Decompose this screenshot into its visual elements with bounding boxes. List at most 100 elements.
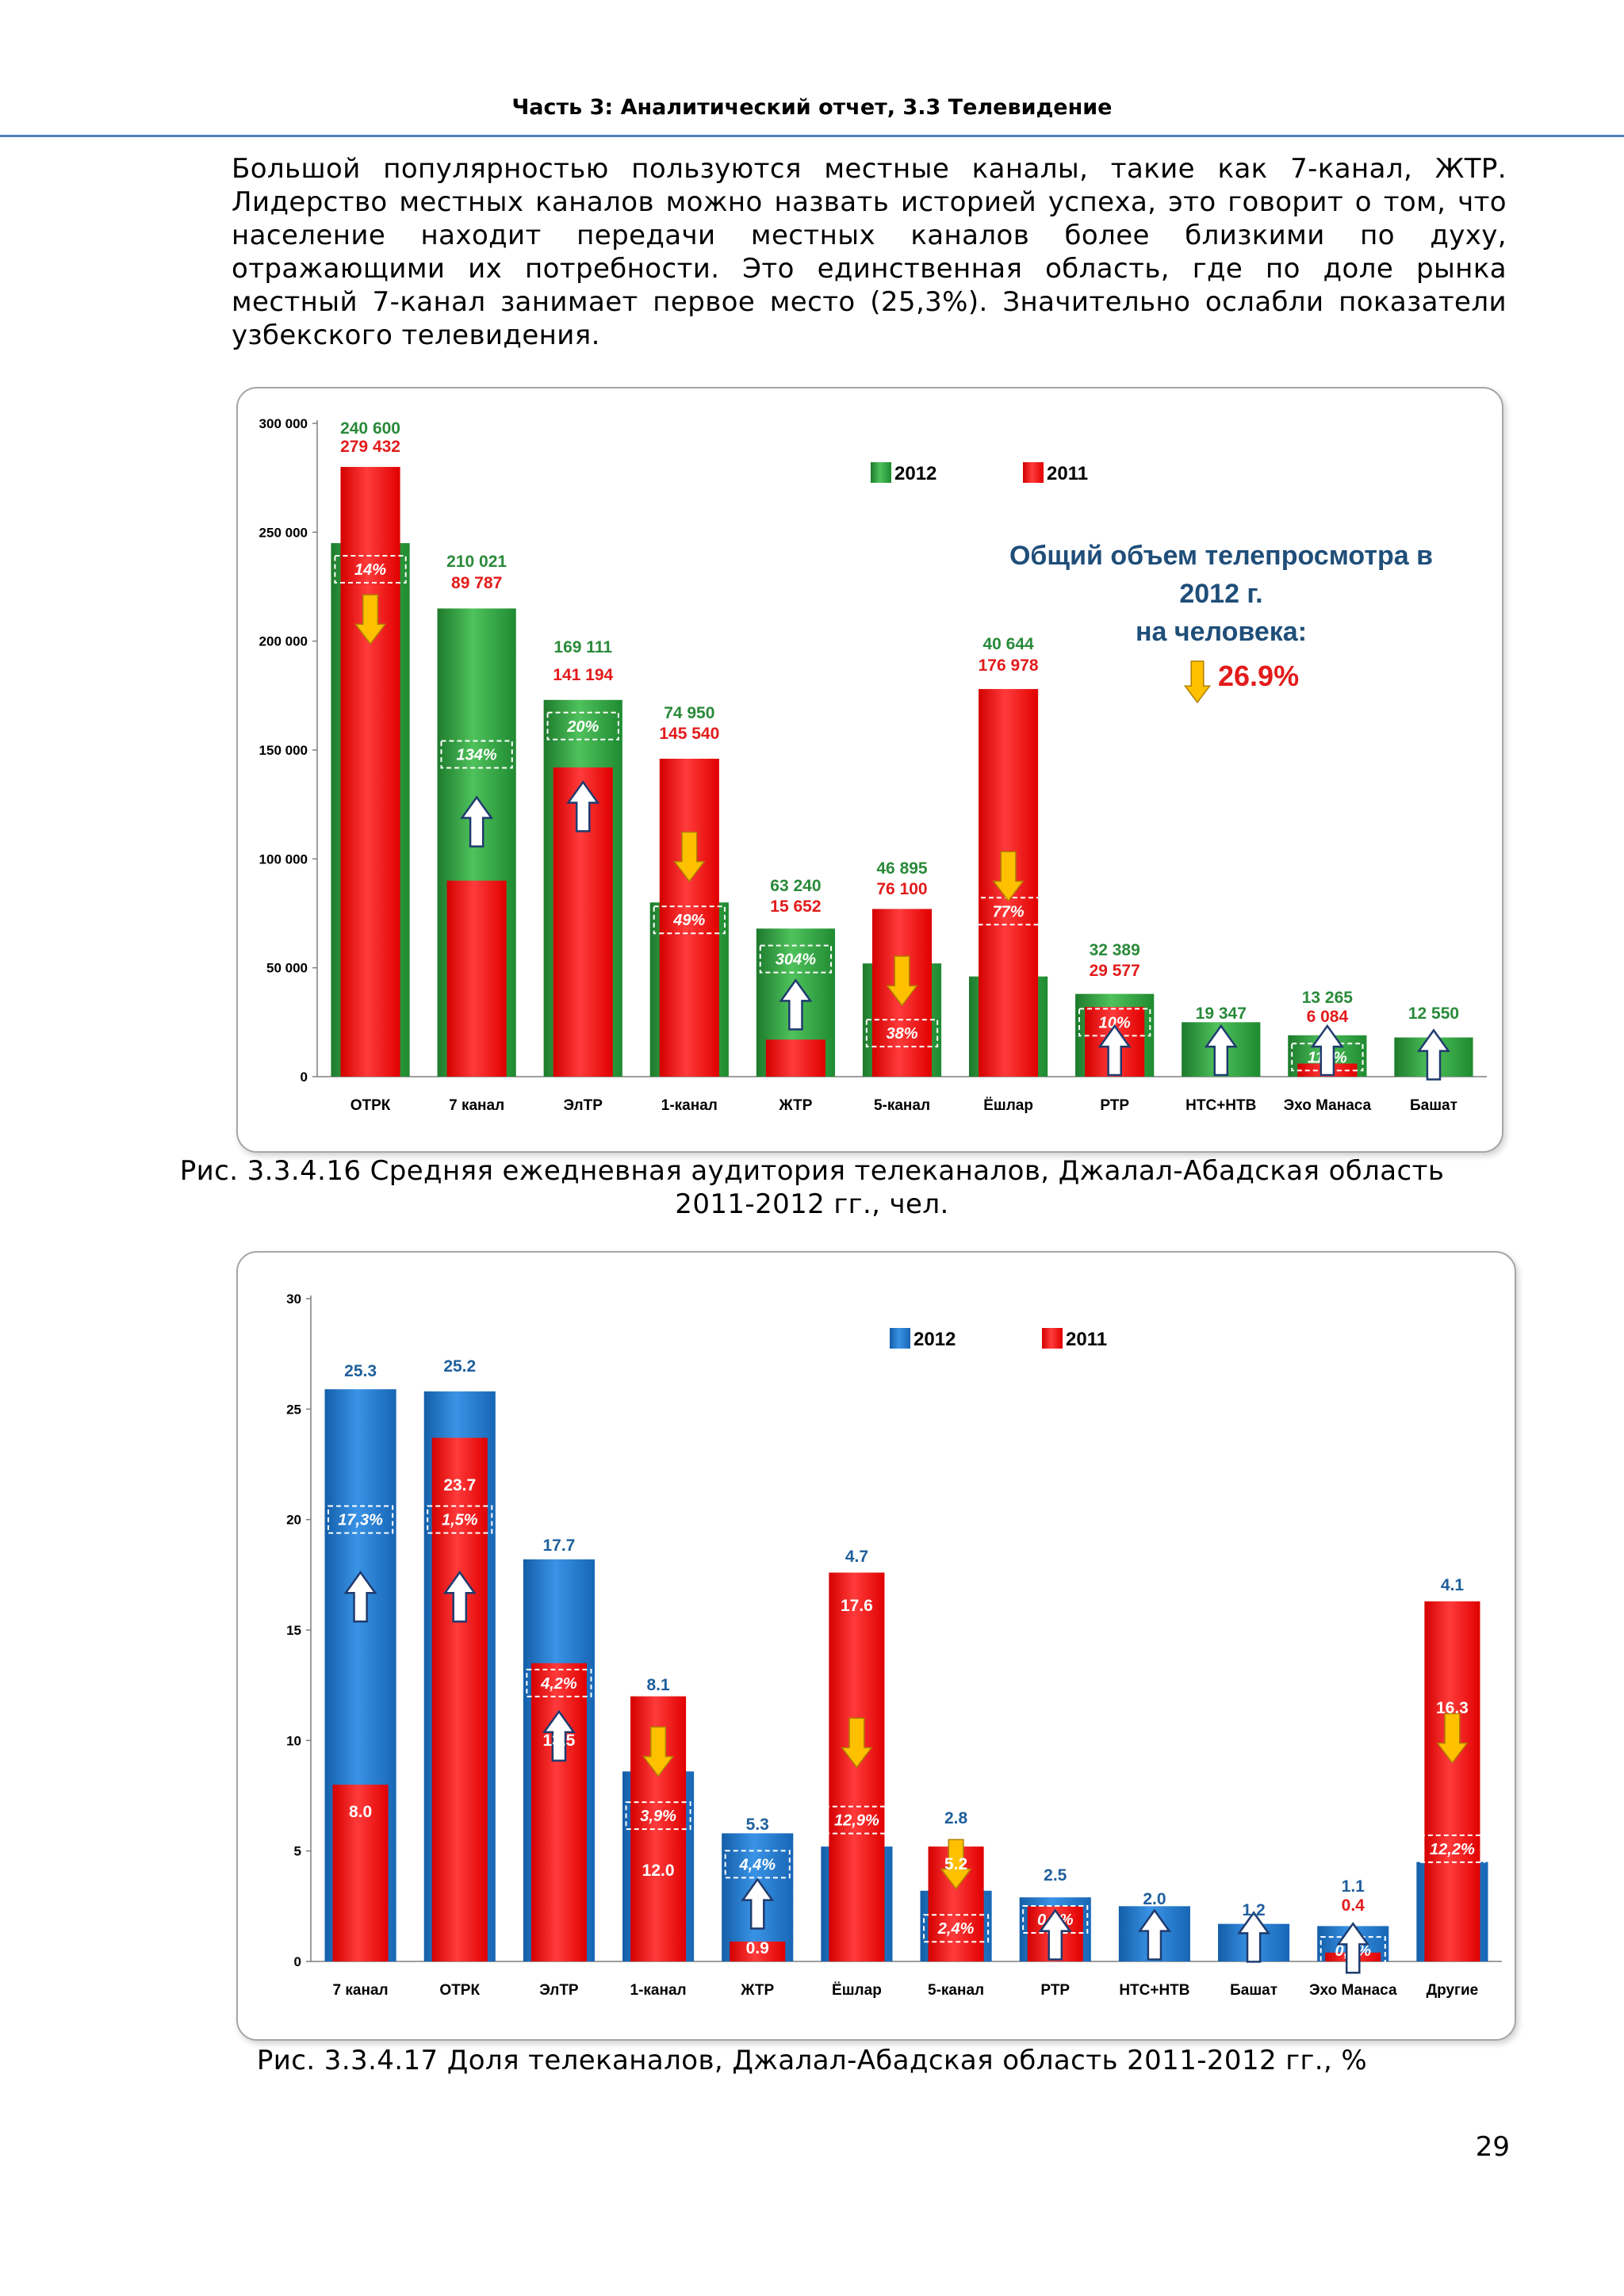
bar-group: 38% [862,909,942,1077]
share-chart: 0 5 10 15 20 25 30 17,3% 7 канал 25.3 8.0 1,5% ОТРК 2… [286,1292,1502,1999]
up-arrow-icon [779,978,813,1031]
change-box [1419,1834,1485,1863]
bar-group: 4,2% [523,1559,595,1961]
legend-swatch-2012 [871,462,891,483]
bar-group [1182,1022,1261,1077]
x-tick-label: ЭлТР [539,1982,579,1999]
down-arrow-icon [992,851,1025,902]
data-label-2012: 46 895 [876,859,928,878]
change-box [759,944,833,974]
data-label-2011: 5.2 [944,1855,967,1873]
y-tick-label: 300 000 [259,416,308,431]
data-label-2012: 19 347 [1196,1004,1247,1023]
data-label-2012: 210 021 [446,553,507,571]
bar-group: 3,9% [622,1696,695,1961]
bar-group: 12,2% [1416,1601,1488,1961]
data-label-2011: 23.7 [443,1476,476,1494]
down-arrow-icon [1436,1712,1469,1764]
up-arrow-icon [566,780,600,832]
change-label: 12,9% [834,1812,879,1830]
change-label: 49% [672,912,705,929]
x-tick-label: НТС+НТВ [1119,1982,1189,1999]
share-chart-frame: 0 5 10 15 20 25 30 17,3% 7 канал 25.3 8.0 1,5% ОТРК 2… [236,1251,1516,2041]
x-tick-label: РТР [1100,1097,1129,1114]
change-label: 3,9% [640,1808,676,1825]
change-label: 77% [993,903,1025,920]
bar-2011 [446,880,507,1077]
bar-2011 [431,1437,488,1961]
bar-group: 17,3% [324,1389,396,1961]
x-tick-label: ЖТР [778,1097,812,1114]
down-arrow-icon [1183,660,1212,704]
up-arrow-icon [442,1571,477,1623]
data-label-2012: 169 111 [553,638,612,656]
page-number: 29 [1475,2131,1510,2163]
change-label: 14% [354,561,386,579]
annotation-arrow [1183,660,1212,704]
data-label-2012: 240 600 [340,419,400,438]
data-label-2011: 76 100 [876,880,927,898]
share-chart-caption: Рис. 3.3.4.17 Доля телеканалов, Джалал-А… [256,2045,1368,2076]
annotation-line3: на человека: [1136,617,1307,647]
up-arrow-icon [1204,1024,1238,1077]
x-tick-label: Башат [1230,1982,1277,1999]
data-label-2011: 16.3 [1436,1699,1469,1717]
change-label: 4,2% [540,1675,577,1693]
down-arrow-icon [940,1839,972,1890]
bar-2011 [1424,1601,1480,1961]
x-tick-label: ЭлТР [564,1097,603,1114]
change-box [625,1801,691,1831]
change-label: 304% [776,951,816,969]
audience-chart-caption-line2: 2011-2012 гг., чел. [675,1188,949,1220]
up-arrow-icon [1310,1024,1344,1077]
change-box [653,905,726,935]
bar-group: 134% [437,608,516,1077]
change-box [923,1914,990,1943]
up-arrow-icon [1097,1024,1132,1077]
bar-group: 2,4% [920,1839,992,1961]
x-tick-label: НТС+НТВ [1185,1097,1256,1114]
x-tick-label: 1-канал [661,1097,718,1114]
data-label-2011: 279 432 [340,438,400,456]
bar-group [1118,1906,1190,1961]
up-arrow-icon [1038,1908,1072,1961]
annotation-value: 26.9% [1218,660,1299,692]
change-label: 12,2% [1430,1841,1475,1858]
bar-group: 0,1% [1019,1897,1091,1961]
bar-group: 4,4% [722,1833,794,1961]
data-label-2012: 4.7 [845,1548,868,1566]
y-tick-label: 250 000 [259,525,308,540]
audience-chart-frame: 0 50 000 100 000 150 000 200 000 250 000 300 0… [236,387,1503,1153]
x-tick-label: 1-канал [630,1982,687,1999]
y-tick-label: 0 [294,1954,301,1969]
x-tick-label: 7 канал [333,1982,389,1999]
change-label: 20% [566,718,599,736]
x-tick-label: 5-канал [874,1097,930,1114]
annotation-line1: Общий объем телепросмотра в [1009,541,1433,571]
bar-group: 20% [543,699,622,1077]
data-label-2011: 141 194 [553,666,613,684]
bar-2011 [765,1039,825,1077]
x-tick-label: Другие [1427,1982,1479,1999]
down-arrow-icon [886,955,918,1007]
down-arrow-icon [354,594,387,645]
data-label-2012: 2.0 [1143,1890,1166,1908]
legend-label-2012: 2012 [894,463,936,484]
change-box [327,1505,394,1534]
x-tick-label: Эхо Манаса [1284,1097,1372,1114]
data-label-2011: 0.9 [746,1939,769,1957]
up-arrow-icon [1416,1028,1450,1081]
bar-2011 [332,1785,389,1961]
data-label-2012: 17.7 [542,1536,575,1555]
data-label-2012: 8.1 [646,1676,670,1694]
data-label-2012: 74 950 [664,704,714,722]
x-tick-label: Ёшлар [832,1982,882,1999]
up-arrow-icon [1137,1908,1171,1961]
up-arrow-icon [1237,1911,1271,1963]
bar-group: 12,9% [821,1572,893,1961]
change-box [865,1019,939,1048]
change-box [440,740,513,769]
change-box [526,1668,592,1697]
change-label: 2,4% [937,1920,975,1938]
header-divider [0,135,1624,137]
